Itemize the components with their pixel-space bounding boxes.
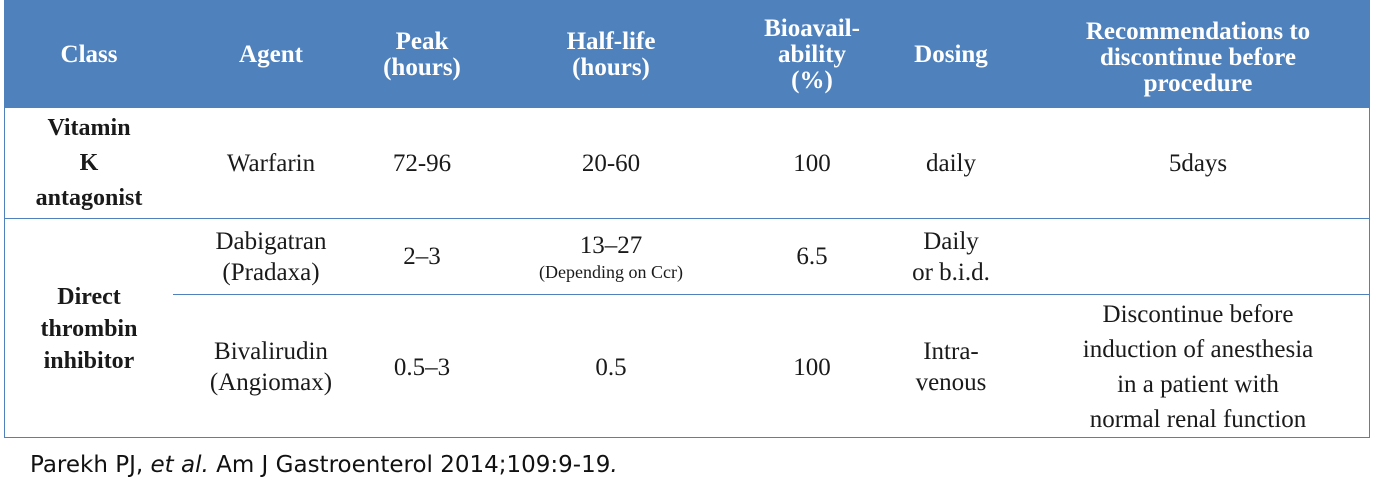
- peak-cell-bivalirudin: 0.5–3: [393, 353, 451, 381]
- bioavail-cell-bivalirudin: 100: [793, 353, 831, 381]
- drug-table: Class Agent Peak (hours) Half-life (hour…: [4, 0, 1370, 438]
- halflife-cell-warfarin: 20-60: [581, 149, 641, 177]
- class-cell-vitamin-k: Vitamin K antagonist: [35, 114, 143, 211]
- halflife-note: (Depending on Ccr): [539, 262, 683, 282]
- header-bioavailability: Bioavail- ability (%): [764, 14, 860, 94]
- agent-cell-bivalirudin: Bivalirudin (Angiomax): [209, 338, 333, 396]
- header-recommendations: Recommendations to discontinue before pr…: [1085, 17, 1311, 97]
- header-agent: Agent: [239, 40, 303, 68]
- citation-et-al: et al.: [150, 452, 209, 478]
- header-peak: Peak (hours): [383, 27, 461, 81]
- agent-cell-dabigatran: Dabigatran (Pradaxa): [215, 227, 327, 286]
- peak-cell-warfarin: 72-96: [392, 149, 452, 177]
- header-class: Class: [60, 40, 118, 68]
- bioavail-cell-warfarin: 100: [793, 149, 831, 177]
- row-divider: [173, 294, 1369, 295]
- dosing-cell-bivalirudin: Intra- venous: [915, 338, 987, 396]
- table-header-row: Class Agent Peak (hours) Half-life (hour…: [5, 1, 1369, 108]
- peak-cell-dabigatran: 2–3: [403, 243, 441, 270]
- citation: Parekh PJ, et al. Am J Gastroenterol 201…: [30, 452, 618, 478]
- dosing-cell-warfarin: daily: [926, 149, 976, 177]
- halflife-cell-bivalirudin: 0.5: [595, 353, 627, 381]
- agent-cell-warfarin: Warfarin: [226, 149, 316, 177]
- row-divider: [5, 218, 1369, 219]
- recommendation-cell-dabigatran: [1025, 219, 1369, 294]
- bioavail-cell-dabigatran: 6.5: [796, 243, 828, 270]
- recommendation-cell-bivalirudin: Discontinue before induction of anesthes…: [1082, 301, 1314, 433]
- halflife-cell-dabigatran: 13–27 (Depending on Ccr): [539, 232, 683, 282]
- header-dosing: Dosing: [914, 40, 988, 68]
- class-cell-direct-thrombin: Direct thrombin inhibitor: [40, 284, 138, 374]
- recommendation-cell-warfarin: 5days: [1168, 149, 1228, 177]
- dosing-cell-dabigatran: Daily or b.i.d.: [912, 227, 990, 286]
- header-half-life: Half-life (hours): [566, 27, 656, 81]
